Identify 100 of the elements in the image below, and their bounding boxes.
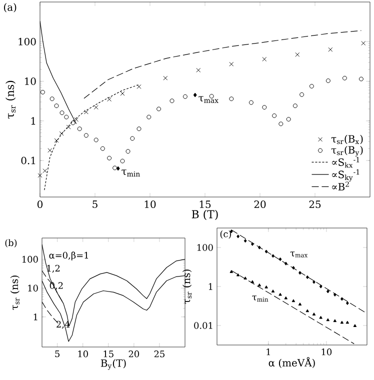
point [84,110,88,114]
y-axis-title: τ$_{sr}$ (ns) [182,270,192,304]
x-tick-label: 15 [104,350,114,358]
point [326,290,330,294]
point [346,320,350,324]
point [120,91,125,96]
point [300,92,304,97]
point [342,76,347,80]
point [120,158,125,164]
y-tick-label: 0.1 [21,156,36,164]
point [38,173,42,178]
series-label: α=0,β=1 [49,252,88,260]
x-tick-label: 10 [144,200,156,208]
annotation: τ$_{min}$ [122,170,140,177]
point [193,92,197,98]
chart-title: (c) [220,230,232,239]
legend-label: τ$_{sr}$(B$_{y}$) [331,146,363,157]
x-tick-label: 25 [309,200,321,208]
y-tick-label: 100 [18,38,36,46]
point [262,56,267,62]
point [278,257,282,262]
point [196,68,201,72]
legend-label: ∝B$^{2}$ [332,182,349,190]
y-tick-label: 100 [197,244,213,251]
point [74,117,79,122]
y-tick-label: 1 [208,283,212,290]
point [278,292,282,296]
x-tick-label: 10 [322,348,332,356]
point [40,90,45,94]
point [107,156,112,160]
point [244,276,247,280]
point [163,76,168,80]
point [48,148,52,153]
point [116,166,120,171]
point [264,285,268,288]
point [358,76,364,82]
point [312,312,316,316]
point [309,84,314,88]
point [59,131,64,136]
annotation: τ$_{max}$ [198,96,218,103]
point [42,168,48,174]
point [50,96,54,102]
y-tick-label: 0.01 [194,322,212,329]
y-tick-label: 10 [25,77,36,86]
point [230,270,234,273]
point [100,146,105,151]
point [361,41,366,46]
point [244,238,247,243]
point [66,124,71,130]
point [60,110,64,116]
point [333,292,336,297]
point [292,299,296,302]
point [77,126,82,132]
series-label: 1,2 [47,264,60,273]
x-axis-title: B$_{y}$(T) [100,359,126,370]
x-tick-label: 1 [266,348,270,356]
point [340,297,344,301]
point [170,98,174,104]
chart-title: (b) [5,239,17,248]
point [107,97,112,102]
point [326,318,330,322]
x-tick-label: 25 [154,350,164,358]
point [272,113,277,118]
x-tick-label: 15 [200,200,211,208]
point [295,52,300,57]
point [286,117,291,122]
point [278,122,284,126]
y-tick-label: 1 [31,117,36,125]
chart-title: (a) [4,3,16,12]
point [306,309,310,312]
point [250,242,254,246]
series-label: τ$_{max}$ [290,252,308,258]
point [272,254,274,258]
point [312,280,316,284]
point [353,324,357,327]
x-tick-label: 20 [254,200,266,208]
x-tick-label: 20 [128,350,140,358]
legend-label: τ$_{sr}$(B$_{x}$) [331,134,363,144]
point [306,275,309,280]
point [182,94,188,99]
point [250,280,254,284]
x-tick-label: 10 [78,350,88,358]
y-tick-label: 1 [34,314,38,320]
point [292,104,298,108]
point [328,47,333,52]
point [319,284,322,288]
point [326,78,330,83]
point [136,84,142,89]
point [136,126,142,132]
point [258,283,262,286]
point [346,301,349,305]
point [248,100,254,105]
point [94,105,98,110]
point [130,136,135,141]
point [209,94,214,98]
x-axis-title: B (T) [192,210,218,220]
x-tick-label: 5 [92,200,98,208]
point [319,316,322,319]
point [126,149,130,154]
y-tick-label: 100 [22,256,38,263]
